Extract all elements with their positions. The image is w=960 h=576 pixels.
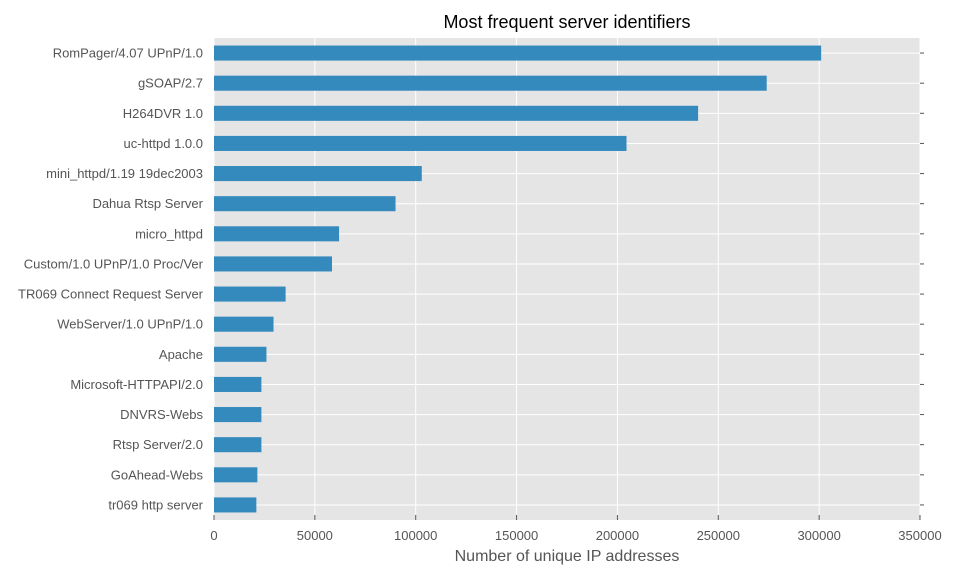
x-tick-label: 200000 bbox=[596, 528, 639, 543]
y-tick-label: GoAhead-Webs bbox=[111, 467, 204, 482]
y-tick-label: DNVRS-Webs bbox=[120, 407, 203, 422]
x-tick-label: 100000 bbox=[394, 528, 437, 543]
bars-group bbox=[214, 45, 822, 513]
x-axis-label: Number of unique IP addresses bbox=[455, 548, 680, 565]
bar bbox=[214, 256, 333, 272]
y-tick-label: WebServer/1.0 UPnP/1.0 bbox=[57, 317, 203, 332]
bar bbox=[214, 135, 627, 151]
bar bbox=[214, 45, 822, 61]
bar bbox=[214, 75, 767, 91]
x-tick-label: 50000 bbox=[297, 528, 333, 543]
y-tick-label: Custom/1.0 UPnP/1.0 Proc/Ver bbox=[24, 256, 204, 271]
bar bbox=[214, 497, 257, 513]
x-tick-label: 150000 bbox=[495, 528, 538, 543]
y-tick-label: gSOAP/2.7 bbox=[138, 76, 203, 91]
x-tick-label: 300000 bbox=[797, 528, 840, 543]
y-tick-labels: RomPager/4.07 UPnP/1.0 gSOAP/2.7 H264DVR 1… bbox=[18, 46, 204, 513]
x-tick-label: 350000 bbox=[898, 528, 941, 543]
bar bbox=[214, 467, 258, 483]
y-tick-label: Rtsp Server/2.0 bbox=[113, 437, 203, 452]
y-tick-label: Apache bbox=[159, 347, 203, 362]
bar bbox=[214, 316, 274, 332]
bar bbox=[214, 437, 262, 453]
bar bbox=[214, 286, 286, 302]
bar bbox=[214, 166, 422, 182]
y-tick-label: TR069 Connect Request Server bbox=[18, 287, 204, 302]
x-tick-label: 250000 bbox=[697, 528, 740, 543]
y-tick-label: H264DVR 1.0 bbox=[123, 106, 203, 121]
y-tick-label: mini_httpd/1.19 19dec2003 bbox=[46, 166, 203, 181]
bar bbox=[214, 407, 262, 423]
bar bbox=[214, 376, 262, 392]
y-tick-label: Dahua Rtsp Server bbox=[92, 196, 203, 211]
y-tick-label: Microsoft-HTTPAPI/2.0 bbox=[70, 377, 203, 392]
bar bbox=[214, 226, 340, 242]
bar bbox=[214, 346, 267, 362]
y-tick-label: micro_httpd bbox=[135, 226, 203, 241]
x-tick-labels: 0 50000 100000 150000 200000 250000 300000 3500… bbox=[210, 528, 941, 543]
bar bbox=[214, 196, 396, 212]
x-tick-label: 0 bbox=[210, 528, 217, 543]
chart-title: Most frequent server identifiers bbox=[443, 12, 690, 32]
bar bbox=[214, 105, 699, 121]
y-tick-label: uc-httpd 1.0.0 bbox=[124, 136, 204, 151]
y-tick-label: tr069 http server bbox=[108, 497, 203, 512]
y-tick-label: RomPager/4.07 UPnP/1.0 bbox=[53, 46, 203, 61]
